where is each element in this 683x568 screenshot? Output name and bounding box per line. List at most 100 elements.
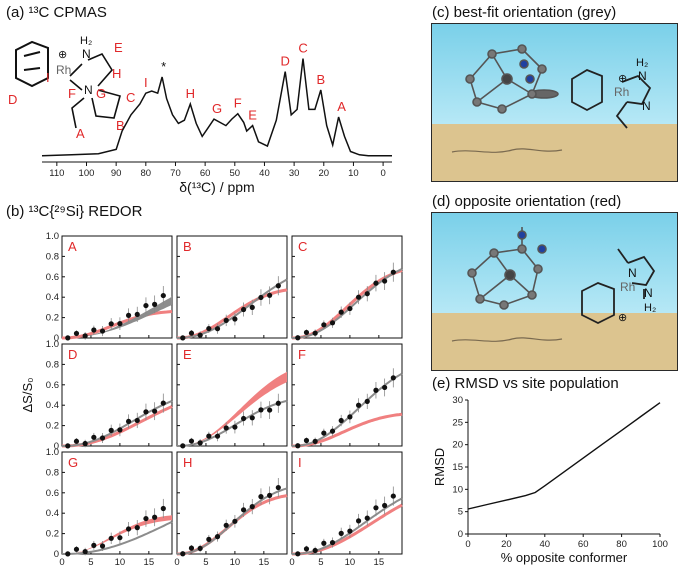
redor-data-point: [275, 484, 281, 491]
redor-data-point: [188, 438, 195, 444]
molecule-carbon-label: I: [46, 70, 50, 85]
redor-grey-fit-curve: [177, 278, 288, 339]
redor-data-point: [303, 546, 310, 552]
redor-data-point: [355, 294, 362, 300]
cpmas-peak-label: F: [234, 96, 242, 111]
pyrrolidine-n-label-d: N: [628, 266, 637, 280]
redor-data-point: [82, 440, 88, 447]
redor-data-point: [382, 278, 388, 284]
cpmas-x-tick-label: 60: [200, 168, 211, 179]
charge-symbol-c: ⊕: [618, 73, 627, 85]
redor-data-point: [160, 292, 166, 299]
redor-data-point: [321, 322, 327, 328]
redor-y-tick-label: 0.4: [46, 508, 59, 519]
rh-atom-label-c: Rh: [614, 85, 629, 99]
cpmas-x-axis-label: δ(¹³C) / ppm: [179, 179, 254, 195]
redor-data-point: [232, 518, 238, 524]
redor-data-point: [312, 330, 318, 336]
redor-data-point: [232, 316, 238, 322]
redor-data-point: [188, 330, 195, 336]
rh-atom-label-d: Rh: [620, 280, 635, 294]
rmsd-y-tick-label: 25: [452, 417, 463, 428]
cpmas-spectrum-chart: 110 100 90 80 70 60 50 40 30 20 10 0I*HG FEDCBAδ(¹³C…: [41, 41, 392, 195]
molecule-carbon-label: G: [96, 86, 106, 101]
redor-data-point: [249, 304, 255, 310]
redor-data-point: [152, 514, 158, 520]
redor-data-point: [125, 526, 132, 532]
redor-x-tick-label: 10: [345, 557, 356, 568]
panel-c-title: (c) best-fit orientation (grey): [432, 4, 617, 21]
redor-data-point: [249, 504, 255, 510]
rmsd-x-axis-label: % opposite conformer: [501, 550, 628, 565]
redor-data-point: [258, 494, 264, 500]
redor-data-point: [303, 437, 310, 444]
redor-y-tick-label: 0.6: [46, 488, 59, 499]
redor-data-point: [364, 515, 370, 521]
sky-layer: [432, 24, 677, 125]
redor-subplot-frame: [176, 343, 288, 447]
redor-x-tick-label: 5: [88, 557, 93, 568]
redor-data-point: [134, 417, 140, 424]
cpmas-peak-label: G: [212, 101, 222, 116]
rmsd-x-tick-label: 100: [652, 539, 668, 550]
redor-data-point: [329, 320, 336, 326]
cpmas-x-tick-label: 90: [111, 168, 122, 179]
cpmas-x-tick-label: 10: [348, 168, 359, 179]
rmsd-x-tick-label: 20: [501, 539, 512, 550]
redor-data-point: [295, 335, 301, 341]
rmsd-line: [467, 402, 661, 510]
best-fit-orientation-scene: Rh ⊕ H₂ N N: [431, 23, 678, 182]
charge-symbol-d: ⊕: [618, 312, 627, 324]
redor-subplot-G: 0 0.2 0.4 0.6 0.8 1.0 0 5 10 15 G: [46, 447, 173, 568]
redor-subplot-E: E: [176, 343, 288, 449]
redor-data-point: [382, 502, 388, 509]
pyrrolidine-n-label: N: [84, 83, 93, 97]
redor-y-tick-label: 0: [54, 441, 59, 452]
redor-y-axis-label: ΔS/S₀: [20, 377, 35, 412]
redor-data-point: [214, 534, 221, 540]
rmsd-y-tick-label: 30: [452, 395, 463, 406]
redor-y-tick-label: 1.0: [46, 447, 59, 458]
redor-data-point: [99, 328, 106, 334]
redor-subplot-label: C: [298, 239, 307, 254]
redor-y-tick-label: 0.2: [46, 529, 59, 540]
panel-e-title: (e) RMSD vs site population: [432, 375, 619, 392]
redor-grey-fit-curve: [62, 520, 173, 555]
redor-data-point: [249, 415, 255, 421]
redor-data-point: [82, 548, 88, 555]
redor-data-point: [347, 305, 353, 312]
rmsd-y-axis-label: RMSD: [432, 448, 447, 486]
redor-data-point: [73, 546, 80, 552]
molecule-carbon-label: D: [8, 92, 17, 107]
redor-data-point: [117, 321, 123, 327]
redor-y-tick-label: 1.0: [46, 339, 59, 350]
redor-x-tick-label: 15: [374, 557, 385, 568]
redor-data-point: [108, 427, 114, 433]
redor-data-point: [275, 283, 281, 289]
redor-data-point: [390, 493, 396, 499]
redor-data-point: [65, 551, 71, 557]
redor-data-point: [329, 539, 336, 546]
cpmas-x-tick-label: 30: [289, 168, 300, 179]
redor-data-point: [312, 438, 318, 444]
molecule-carbon-label: A: [76, 126, 85, 141]
redor-y-tick-label: 0.2: [46, 313, 59, 324]
redor-data-point: [364, 291, 370, 297]
rmsd-x-tick-label: 40: [540, 539, 551, 550]
redor-data-point: [258, 407, 264, 413]
redor-y-tick-label: 0.4: [46, 400, 59, 411]
redor-red-fit-curve: [177, 371, 287, 446]
redor-x-tick-label: 0: [289, 557, 294, 568]
silica-surface: [432, 124, 677, 181]
rmsd-y-tick-label: 10: [452, 484, 463, 495]
rh-atom-label: Rh: [56, 63, 71, 77]
molecule-carbon-label: F: [68, 86, 76, 101]
redor-y-tick-label: 0.4: [46, 292, 59, 303]
redor-data-point: [82, 333, 88, 339]
redor-data-point: [188, 545, 195, 551]
redor-data-point: [390, 375, 396, 381]
redor-data-point: [373, 387, 379, 393]
redor-data-point: [258, 294, 264, 301]
redor-data-point: [160, 400, 166, 406]
redor-y-tick-label: 0.6: [46, 272, 59, 283]
